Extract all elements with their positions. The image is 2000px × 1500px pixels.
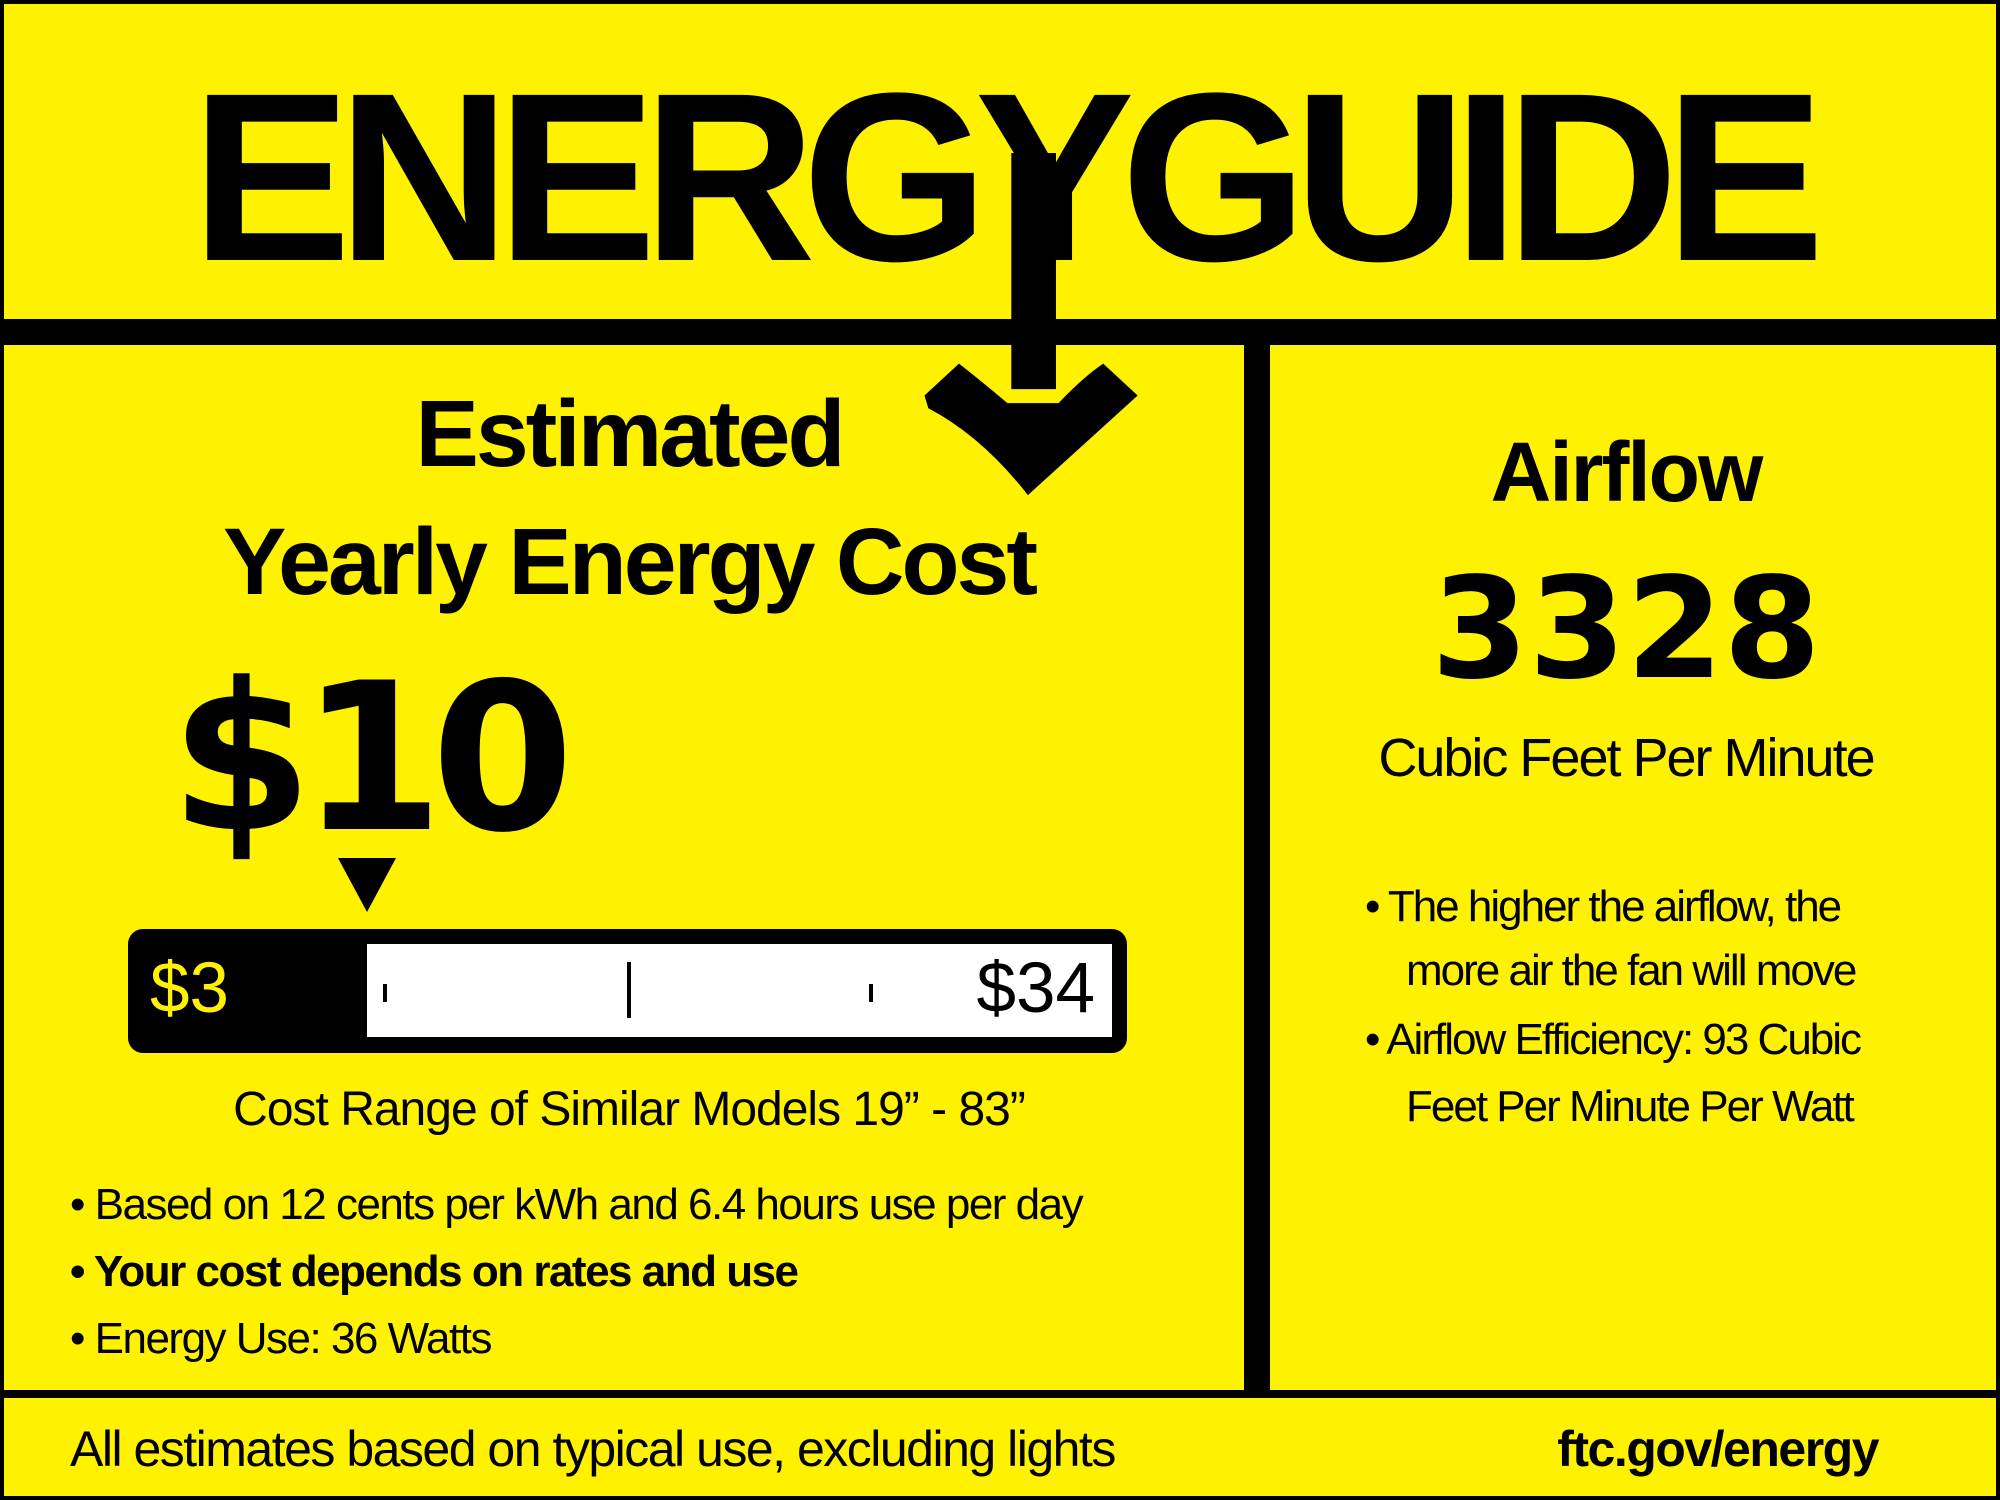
- range-tick: [383, 984, 387, 1002]
- arrow-down-icon: [924, 153, 1138, 496]
- airflow-bullet-1: • The higher the airflow, the: [1365, 882, 1842, 931]
- bullet-cost-depends: • Your cost depends on rates and use: [70, 1247, 799, 1296]
- cost-range-caption: Cost Range of Similar Models 19” - 83”: [233, 1083, 1026, 1136]
- bullet-rate: • Based on 12 cents per kWh and 6.4 hour…: [70, 1180, 1084, 1229]
- energyguide-logo: ENERGYGUIDE: [191, 43, 1825, 311]
- range-low-label: $3: [150, 949, 229, 1028]
- airflow-bullet-2-cont: Feet Per Minute Per Watt: [1406, 1082, 1855, 1131]
- cost-range-bar-track: [367, 944, 1112, 1037]
- footer-note: All estimates based on typical use, excl…: [70, 1421, 1116, 1477]
- range-tick: [869, 984, 873, 1002]
- cost-pointer-icon: [338, 858, 396, 912]
- bullet-energy-use: • Energy Use: 36 Watts: [70, 1314, 492, 1363]
- airflow-heading: Airflow: [1490, 425, 1764, 519]
- panel-divider: [1244, 345, 1270, 1391]
- header-divider: [0, 319, 2000, 345]
- airflow-unit: Cubic Feet Per Minute: [1378, 728, 1875, 788]
- airflow-bullet-1-cont: more air the fan will move: [1406, 946, 1857, 995]
- range-tick: [627, 962, 631, 1018]
- range-high-label: $34: [976, 949, 1095, 1028]
- airflow-value: 3328: [1431, 548, 1821, 711]
- cost-heading-line1: Estimated: [415, 381, 845, 487]
- airflow-bullet-2: • Airflow Efficiency: 93 Cubic: [1365, 1015, 1862, 1064]
- cost-heading-line2: Yearly Energy Cost: [223, 509, 1038, 615]
- footer-divider: [0, 1390, 2000, 1398]
- estimated-yearly-cost: $10: [170, 640, 574, 878]
- ftc-link[interactable]: ftc.gov/energy: [1557, 1421, 1879, 1477]
